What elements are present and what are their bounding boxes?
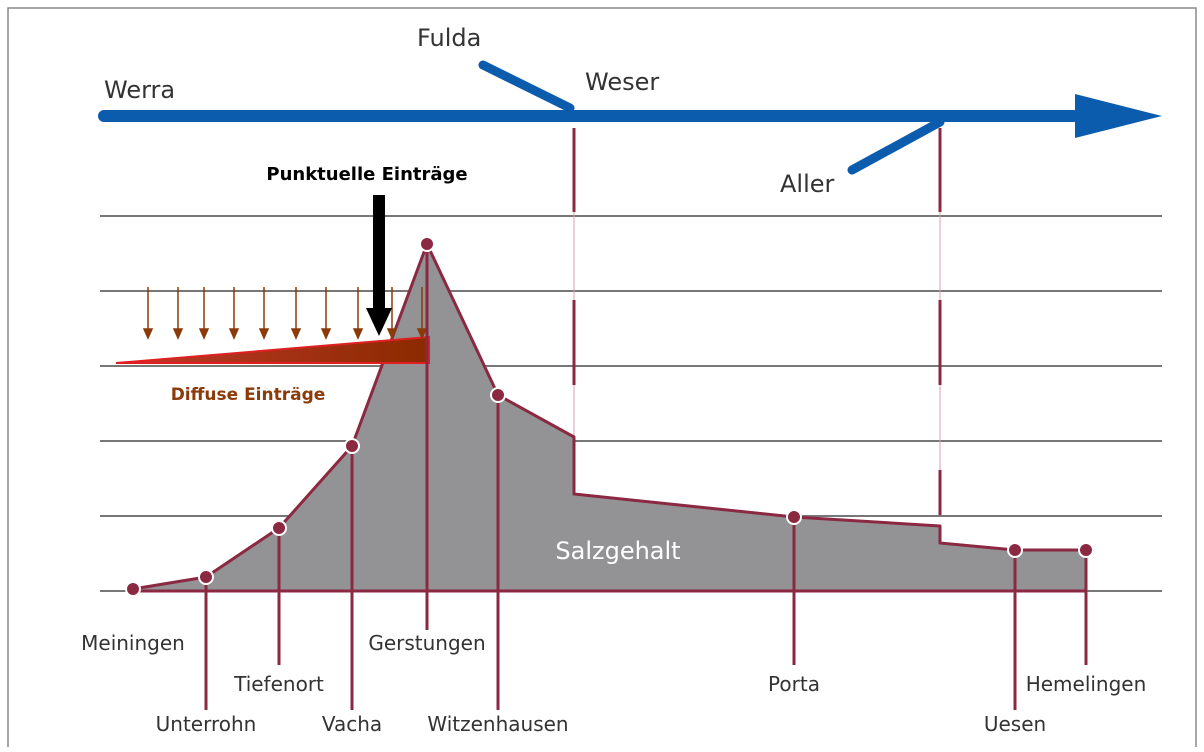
diffuse-arrows <box>142 287 428 340</box>
station-marker <box>344 438 360 454</box>
station-marker <box>271 520 287 536</box>
arrow-head <box>416 328 428 340</box>
station-marker <box>1007 542 1023 558</box>
station-marker <box>1078 542 1094 558</box>
station-label: Unterrohn <box>156 712 257 736</box>
annotation: Diffuse Einträge <box>171 385 326 405</box>
station-label: Meiningen <box>81 631 185 655</box>
stations: Meiningen Unterrohn Tiefenort Vacha Gerstung… <box>81 236 1147 736</box>
annotation: Salzgehalt <box>555 537 680 565</box>
point-arrow <box>366 195 392 336</box>
station-label: Vacha <box>322 712 382 736</box>
station-label: Tiefenort <box>233 672 324 696</box>
station-marker <box>419 236 435 252</box>
river-label: Fulda <box>417 24 481 52</box>
station-marker <box>786 509 802 525</box>
rivers <box>98 60 1162 175</box>
arrow-head <box>172 328 184 340</box>
arrow-head <box>290 328 302 340</box>
arrow-head <box>228 328 240 340</box>
arrow-head <box>142 328 154 340</box>
station-marker <box>198 569 214 585</box>
diffuse-wedge <box>115 335 430 364</box>
river-label: Werra <box>104 76 175 104</box>
arrow-head <box>320 328 332 340</box>
station-marker <box>125 581 141 597</box>
river-label: Aller <box>780 170 835 198</box>
station-label: Porta <box>768 672 820 696</box>
station-label: Witzenhausen <box>427 712 568 736</box>
arrow-head <box>352 328 364 340</box>
annotation: Punktuelle Einträge <box>266 164 467 185</box>
arrow-head <box>258 328 270 340</box>
station-marker <box>490 387 506 403</box>
frame <box>7 7 1197 752</box>
arrow-head <box>386 328 398 340</box>
arrow-head <box>198 328 210 340</box>
station-label: Hemelingen <box>1026 672 1147 696</box>
river-label: Weser <box>585 68 659 96</box>
station-label: Uesen <box>984 712 1046 736</box>
confluence-lines <box>572 128 942 515</box>
station-label: Gerstungen <box>368 631 485 655</box>
